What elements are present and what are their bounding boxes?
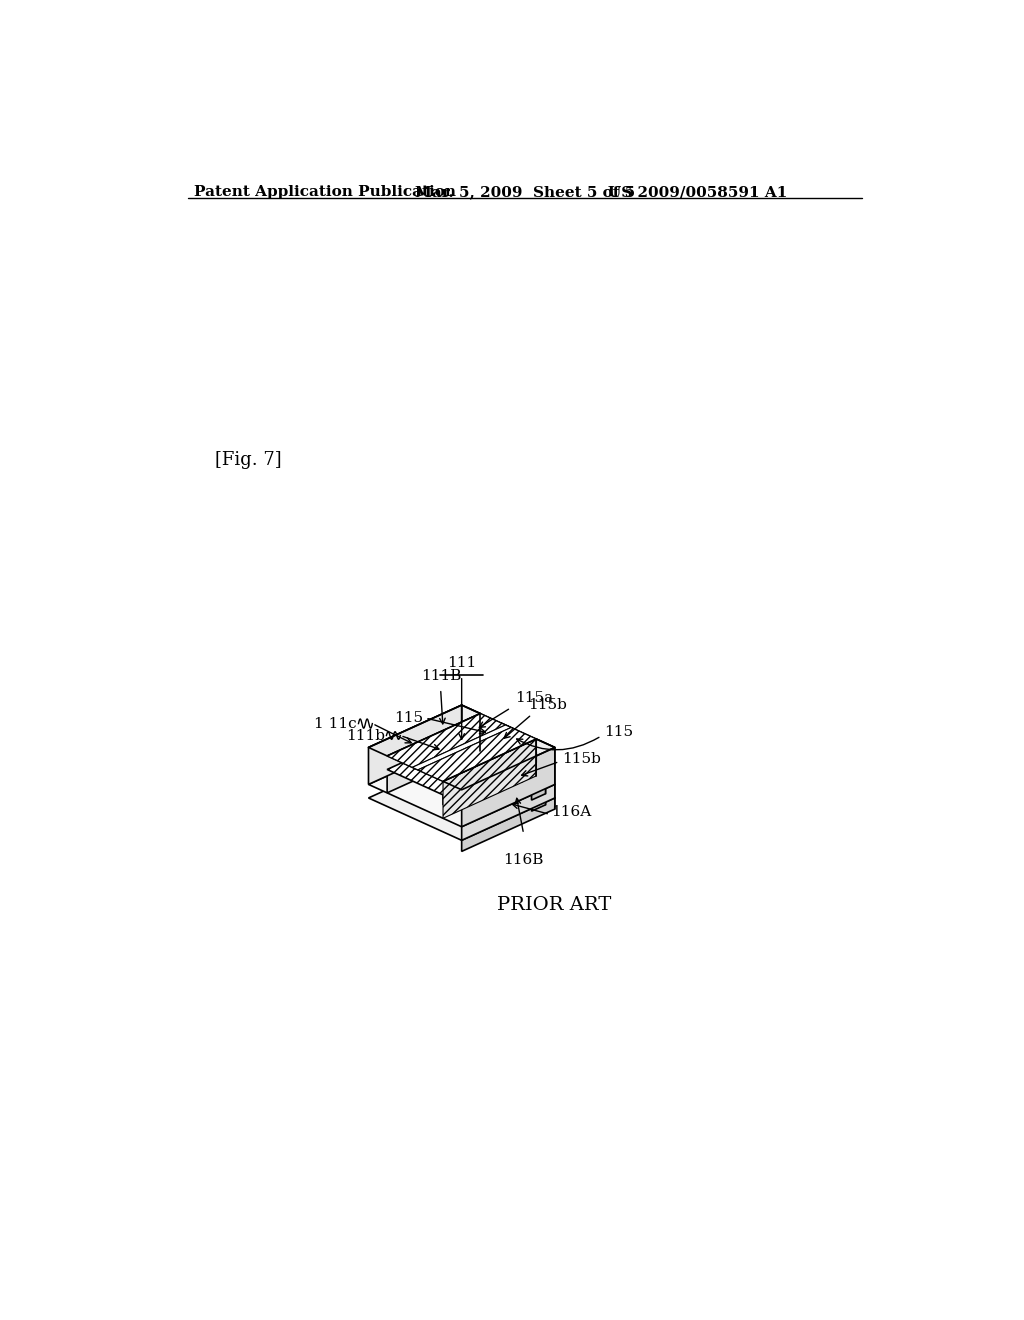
Text: US 2009/0058591 A1: US 2009/0058591 A1 [608,185,787,199]
Polygon shape [369,705,462,784]
Polygon shape [457,744,487,758]
Polygon shape [462,755,555,809]
Text: 116B: 116B [504,853,544,867]
Polygon shape [466,743,522,783]
Text: 111b: 111b [346,729,385,743]
Polygon shape [387,714,506,767]
Polygon shape [387,714,480,793]
Polygon shape [462,747,555,826]
Polygon shape [462,742,555,799]
Text: 111B: 111B [421,669,462,684]
Text: 115a: 115a [515,692,553,705]
Polygon shape [369,755,555,841]
Polygon shape [462,784,555,841]
Polygon shape [387,714,508,768]
Text: [Fig. 7]: [Fig. 7] [215,451,282,469]
Text: Mar. 5, 2009  Sheet 5 of 5: Mar. 5, 2009 Sheet 5 of 5 [416,185,636,199]
Polygon shape [457,760,487,774]
Polygon shape [387,727,537,795]
Polygon shape [443,752,537,805]
Text: Patent Application Publication: Patent Application Publication [194,185,456,199]
Polygon shape [480,714,537,776]
Polygon shape [471,760,487,779]
Text: 115: 115 [604,725,633,739]
Polygon shape [415,726,537,781]
Polygon shape [515,770,546,784]
Polygon shape [515,787,546,800]
Polygon shape [528,787,546,805]
Polygon shape [531,777,546,800]
Polygon shape [531,793,546,812]
Polygon shape [537,739,555,784]
Polygon shape [443,739,537,818]
Polygon shape [528,770,546,793]
Polygon shape [443,739,555,789]
Text: 115: 115 [394,711,423,725]
Polygon shape [471,744,487,767]
Polygon shape [369,705,480,756]
Polygon shape [462,799,555,851]
Polygon shape [474,767,487,785]
Polygon shape [474,751,487,774]
Polygon shape [369,742,555,826]
Text: 115b: 115b [528,698,567,711]
Polygon shape [462,705,480,751]
Polygon shape [501,723,516,767]
Polygon shape [418,727,537,781]
Text: 111: 111 [447,656,476,671]
Polygon shape [480,727,537,763]
Text: PRIOR ART: PRIOR ART [497,896,611,915]
Text: 116A: 116A [552,805,592,820]
Text: 115b: 115b [562,752,601,766]
Text: 1 11c: 1 11c [314,717,357,730]
Polygon shape [413,725,511,770]
